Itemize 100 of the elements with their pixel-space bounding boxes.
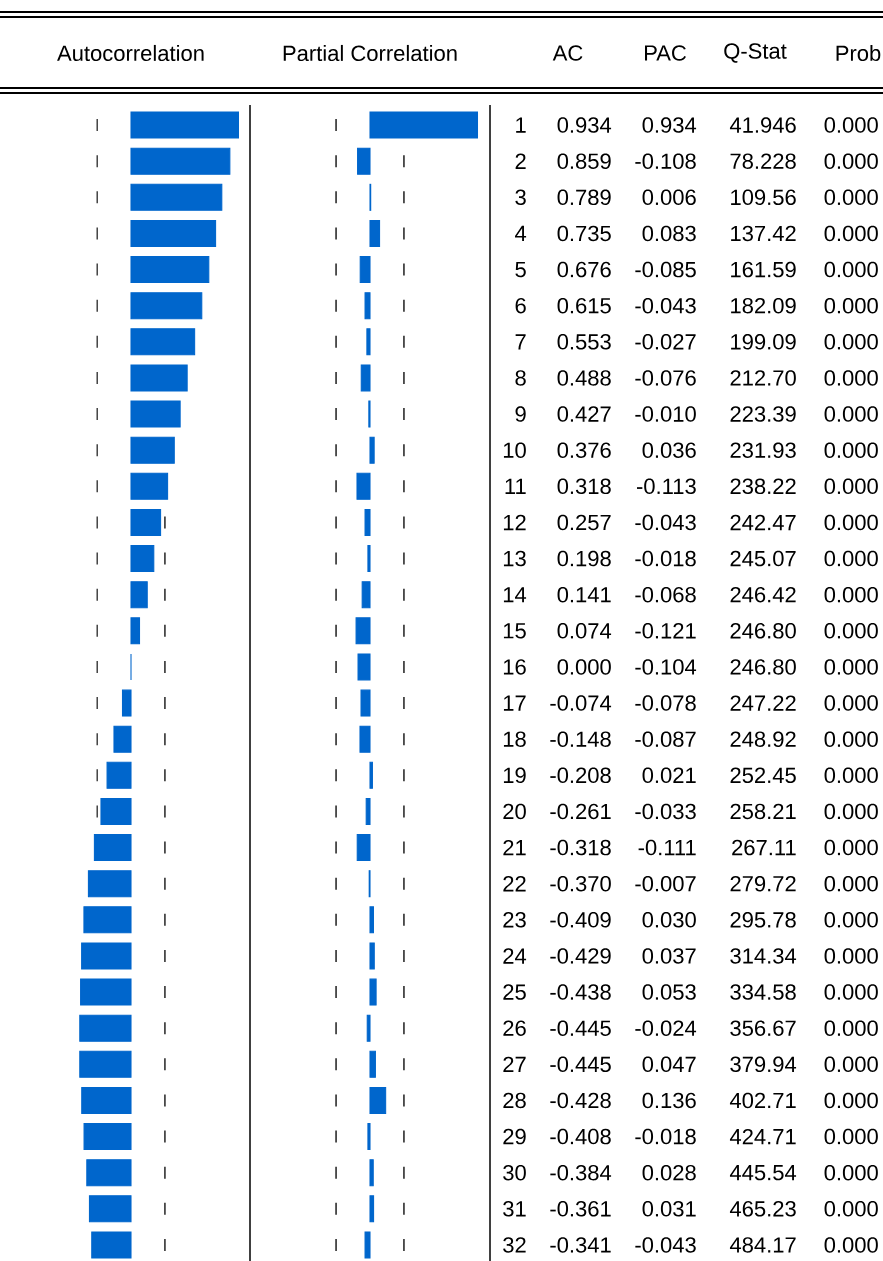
data-label: 279.72	[730, 875, 796, 892]
data-label: 0.000	[824, 803, 878, 820]
data-label: 246.80	[730, 623, 796, 639]
data-label: 0.000	[824, 1056, 878, 1073]
bar	[100, 797, 132, 825]
category-label: 23	[503, 912, 526, 928]
bar	[360, 689, 371, 717]
text: Prob	[836, 44, 881, 62]
category-label: 18	[503, 731, 526, 747]
data-label: 0.000	[824, 659, 878, 675]
data-label: -0.043	[635, 297, 696, 314]
bar	[369, 111, 479, 139]
bar	[121, 689, 132, 717]
data-label: 0.000	[824, 912, 878, 928]
category-label: 6	[515, 297, 526, 314]
bar	[357, 653, 371, 681]
data-label: 0.198	[557, 550, 611, 567]
data-label: -0.208	[550, 767, 611, 784]
data-label: -0.361	[550, 1201, 611, 1217]
text: AC	[552, 45, 583, 61]
data-label: 238.22	[730, 478, 796, 495]
bar	[369, 1050, 376, 1078]
category-label: 32	[503, 1237, 526, 1253]
bar	[369, 1159, 374, 1187]
category-label: 3	[515, 189, 526, 206]
bar	[130, 508, 162, 536]
bar	[367, 545, 371, 573]
chart-title: Autocorrelation	[57, 44, 204, 62]
bar	[81, 1086, 132, 1114]
data-label: 248.92	[730, 731, 796, 747]
data-label: -0.076	[635, 370, 696, 386]
data-label: -0.074	[550, 695, 612, 711]
data-label: -0.341	[550, 1237, 611, 1253]
data-label: 0.000	[824, 1128, 878, 1145]
bar	[364, 508, 371, 536]
category-label: 12	[503, 514, 526, 531]
data-label: 0.488	[557, 370, 611, 386]
data-label: 379.94	[730, 1056, 797, 1073]
category-label: 4	[515, 225, 527, 242]
data-label: 0.376	[557, 442, 611, 458]
data-label: -0.018	[635, 550, 696, 567]
data-label: 0.000	[824, 623, 878, 639]
category-label: 19	[503, 767, 526, 784]
category-label: 11	[505, 478, 526, 494]
data-label: -0.043	[635, 514, 696, 531]
bar	[130, 256, 210, 284]
data-label: 0.030	[642, 912, 696, 928]
text: Q-Stat	[724, 43, 787, 63]
category-label: 30	[503, 1164, 526, 1181]
data-label: 484.17	[729, 1237, 796, 1253]
data-label: 267.11	[732, 839, 796, 856]
data-label: 0.000	[824, 948, 878, 964]
data-label: -0.318	[550, 839, 611, 856]
data-label: 0.037	[642, 948, 696, 964]
data-label: 0.000	[824, 189, 878, 206]
data-label: 0.000	[824, 1020, 878, 1036]
category-label: 24	[503, 948, 527, 964]
bar	[130, 436, 175, 464]
data-label: -0.087	[635, 731, 696, 747]
bar	[369, 219, 381, 247]
category-label: 31	[503, 1201, 526, 1217]
bar	[79, 1050, 132, 1078]
data-label: -0.409	[550, 912, 611, 928]
category-label: 21	[503, 839, 526, 856]
data-label: 0.000	[824, 117, 878, 133]
category-label: 5	[515, 261, 526, 278]
bar	[79, 1014, 132, 1042]
data-label: -0.408	[550, 1128, 611, 1145]
data-label: -0.445	[550, 1020, 611, 1036]
category-label: 7	[515, 334, 526, 350]
bar	[369, 1086, 387, 1114]
data-label: 0.000	[824, 1201, 878, 1217]
category-label: 17	[503, 695, 526, 711]
data-label: -0.438	[550, 984, 611, 1000]
bar	[369, 942, 375, 970]
data-label: 0.000	[824, 370, 878, 386]
data-label: 0.000	[824, 478, 878, 495]
data-label: 0.000	[824, 1164, 878, 1181]
bar	[369, 978, 377, 1006]
bar	[357, 147, 371, 175]
data-label: 445.54	[729, 1165, 797, 1181]
chart-title: Partial Correlation	[283, 44, 457, 62]
data-label: 0.615	[557, 297, 611, 314]
data-label: 242.47	[730, 514, 796, 531]
data-label: -0.085	[635, 261, 696, 278]
data-label: -0.024	[635, 1020, 697, 1036]
data-label: 252.45	[730, 767, 796, 784]
data-label: 314.34	[730, 948, 797, 964]
data-label: -0.108	[635, 153, 696, 169]
bar	[106, 761, 132, 789]
bar	[361, 581, 371, 609]
data-label: 0.000	[824, 731, 878, 747]
data-label: 247.22	[730, 695, 796, 711]
data-label: 0.000	[824, 442, 878, 458]
data-label: 0.934	[642, 117, 697, 133]
bar	[130, 111, 240, 139]
bar	[86, 1159, 132, 1187]
data-label: 0.141	[557, 586, 611, 603]
data-label: 0.427	[557, 406, 611, 422]
data-label: 0.000	[824, 334, 878, 350]
